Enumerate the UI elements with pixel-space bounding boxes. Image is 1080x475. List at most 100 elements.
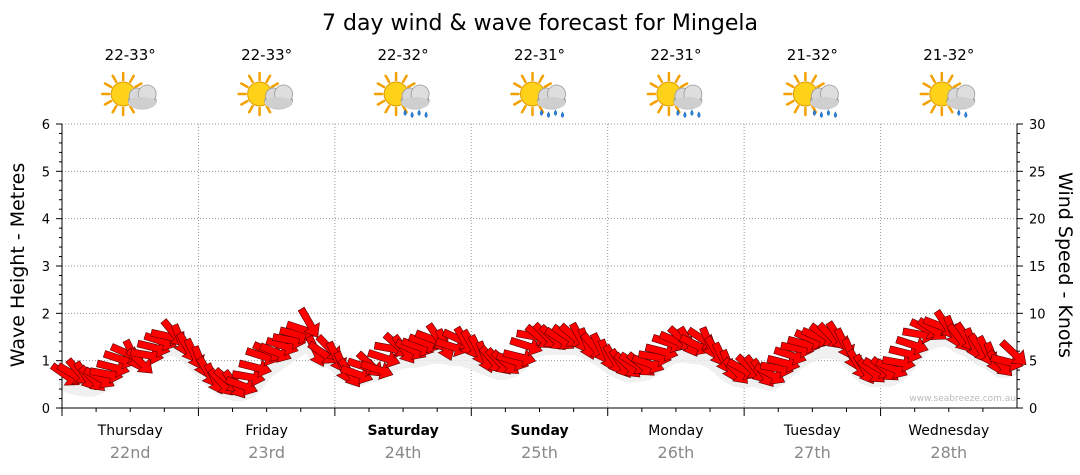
cloud-base — [946, 97, 975, 109]
credit-text: www.seabreeze.com.au — [909, 394, 1016, 404]
day-date-label: 23rd — [248, 443, 285, 462]
sun-ray — [793, 104, 800, 114]
rain-drop — [964, 111, 968, 118]
sun-ray — [793, 74, 800, 84]
weather-showers-icon — [783, 71, 839, 118]
rain-drop — [539, 109, 544, 116]
cloud-base — [537, 97, 566, 109]
right-tick-label: 20 — [1029, 213, 1046, 228]
wind-arrow — [96, 359, 130, 378]
grid-lines — [62, 123, 1017, 408]
sun-ray — [265, 104, 272, 114]
sun-ray — [930, 74, 937, 84]
rain-drop — [560, 111, 565, 118]
sun-ray — [134, 82, 143, 89]
sun-ray — [785, 82, 795, 89]
sun-ray — [930, 104, 937, 114]
day-name-label: Thursday — [97, 423, 163, 439]
rain-drop — [833, 111, 837, 118]
sun-ray — [649, 99, 659, 106]
sun-ray — [128, 74, 135, 84]
right-tick-label: 0 — [1029, 402, 1037, 417]
chart-title: 7 day wind & wave forecast for Mingela — [322, 11, 758, 36]
wind-series — [49, 306, 1027, 399]
sun-ray — [128, 104, 135, 114]
rain-drop — [553, 109, 558, 116]
sun-ray — [513, 82, 522, 89]
sun-ray — [111, 104, 118, 114]
day-date-label: 22nd — [110, 443, 151, 462]
sun-ray — [240, 82, 249, 89]
wind-arrow — [502, 348, 537, 368]
weather-showers-icon — [510, 71, 566, 118]
rain-drop — [683, 111, 687, 118]
weather-light-shower-icon — [919, 71, 976, 118]
sun-ray — [111, 74, 118, 84]
sun-ray — [240, 99, 249, 106]
wind-arrow — [224, 376, 258, 396]
temperature-range: 22-33° — [241, 46, 292, 64]
left-axis-ticks: 0 1 2 3 4 5 6 — [42, 118, 62, 417]
weather-partly-cloudy-icon — [237, 71, 294, 117]
wind-arrow — [895, 335, 929, 356]
left-axis-title: Wave Height - Metres — [7, 163, 29, 367]
sun-ray — [785, 99, 795, 106]
sun-ray — [520, 74, 527, 84]
weather-showers-icon — [646, 71, 703, 118]
wind-arrow — [231, 368, 266, 388]
temperature-range: 21-32° — [923, 46, 974, 64]
rain-drop — [410, 111, 414, 118]
day-date-label: 27th — [794, 443, 831, 462]
day-name-label: Monday — [648, 423, 703, 439]
daily-forecast-row: 22-33° 22-33° 22-32° 22-31° 22-31° 21-32° 21-3… — [100, 46, 976, 118]
left-tick-label: 1 — [42, 355, 50, 370]
sun-ray — [270, 82, 280, 89]
sun-ray — [401, 74, 408, 84]
rain-drop — [417, 109, 421, 116]
sun-ray — [649, 82, 659, 89]
rain-drop — [546, 111, 551, 118]
sun-ray — [674, 74, 681, 84]
sun-ray — [265, 74, 272, 84]
sun-ray — [247, 74, 254, 84]
temperature-range: 22-31° — [650, 46, 701, 64]
day-date-label: 25th — [521, 443, 558, 462]
wind-arrow — [881, 353, 916, 373]
rain-drop — [676, 109, 680, 116]
day-date-label: 26th — [658, 443, 695, 462]
sun-ray — [376, 82, 386, 89]
sun-ray — [657, 74, 664, 84]
weather-partly-cloudy-icon — [100, 71, 157, 117]
sun-ray — [513, 99, 522, 106]
right-axis-ticks: 0 5 10 15 20 25 30 — [1017, 118, 1046, 417]
left-tick-label: 0 — [42, 402, 50, 417]
right-tick-label: 30 — [1029, 118, 1046, 133]
cloud-base — [810, 97, 839, 109]
rain-drop — [424, 111, 428, 118]
rain-drop — [812, 109, 816, 116]
sun-ray — [520, 104, 527, 114]
wind-arrow — [644, 343, 679, 362]
sun-ray — [657, 104, 664, 114]
sun-ray — [384, 74, 391, 84]
sun-ray — [376, 99, 386, 106]
sun-ray — [103, 82, 113, 89]
left-tick-label: 4 — [42, 213, 50, 228]
sun-ray — [816, 82, 825, 89]
left-tick-label: 6 — [42, 118, 50, 133]
day-date-label: 24th — [385, 443, 422, 462]
sun-ray — [947, 104, 954, 114]
sun-ray — [538, 74, 545, 84]
wind-arrow — [238, 359, 272, 378]
right-axis-title: Wind Speed - Knots — [1054, 172, 1076, 358]
sun-ray — [947, 74, 954, 84]
day-name-label: Tuesday — [783, 423, 841, 439]
cloud-base — [264, 97, 293, 109]
wind-arrow — [888, 344, 923, 364]
right-tick-label: 15 — [1029, 260, 1046, 275]
rain-drop — [957, 109, 961, 116]
day-date-label: 28th — [930, 443, 967, 462]
weather-showers-icon — [373, 71, 430, 118]
sun-ray — [384, 104, 391, 114]
sun-ray — [952, 82, 962, 89]
